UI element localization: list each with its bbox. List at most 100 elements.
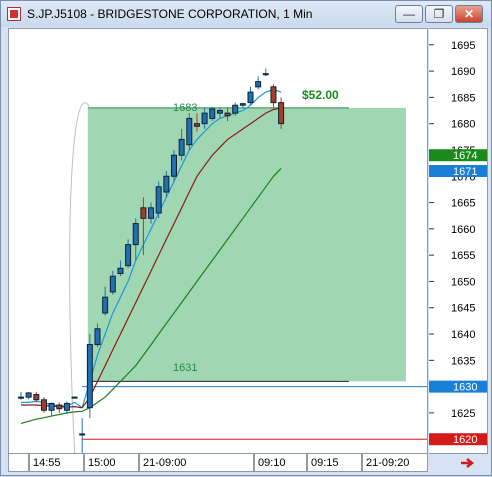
candle-body <box>86 344 93 409</box>
candle <box>270 84 277 108</box>
time-tick-label: 09:10 <box>258 457 286 469</box>
price-marker: 1674 <box>429 149 487 162</box>
stop-price-label: 1631 <box>173 362 197 374</box>
candle <box>171 149 177 182</box>
candle-body <box>201 112 208 125</box>
candle <box>163 171 170 198</box>
candle <box>125 239 132 269</box>
candle-body <box>178 138 185 156</box>
time-tick-label: 21-09:00 <box>143 457 186 469</box>
candle <box>33 391 40 403</box>
price-tick-label: 1640 <box>451 329 475 341</box>
price-marker: 1630 <box>429 380 487 394</box>
candle <box>278 97 285 129</box>
time-tick-label: 14:55 <box>33 457 61 469</box>
candle <box>102 286 109 316</box>
candle <box>232 102 239 116</box>
candle <box>71 396 78 399</box>
candle <box>224 107 231 122</box>
candle <box>40 397 47 413</box>
price-tick-label: 1625 <box>451 408 475 420</box>
candle-body <box>109 275 116 293</box>
candle <box>255 76 262 90</box>
price-marker: 1671 <box>429 165 487 178</box>
candle-body <box>48 402 55 411</box>
title-bar[interactable]: S.JP.J5108 - BRIDGESTONE CORPORATION, 1 … <box>1 1 491 27</box>
candle <box>86 334 93 419</box>
candle <box>132 218 139 261</box>
candle-body <box>155 186 162 214</box>
maximize-button[interactable]: ❐ <box>425 5 453 23</box>
candle-body <box>239 103 246 106</box>
time-tick-label: 15:00 <box>88 457 116 469</box>
time-tick-label: 09:15 <box>311 457 339 469</box>
price-marker-label: 1674 <box>453 150 477 162</box>
candlestick-chart[interactable]: $52.00 1683 1631 <box>9 29 428 454</box>
candle <box>63 401 70 414</box>
price-marker-label: 1630 <box>453 382 477 394</box>
candle <box>262 68 269 77</box>
candle <box>56 402 63 413</box>
candle-body <box>132 223 139 246</box>
candle <box>109 270 116 295</box>
window-title: S.JP.J5108 - BRIDGESTONE CORPORATION, 1 … <box>27 7 313 21</box>
candle-body <box>148 207 155 219</box>
candle-body <box>247 91 254 104</box>
candle <box>48 402 55 416</box>
ema-slow-line <box>20 167 282 424</box>
app-icon <box>7 7 21 21</box>
candle-body <box>186 117 193 146</box>
candle <box>186 113 193 150</box>
price-tick-label: 1680 <box>451 119 475 131</box>
price-marker-box <box>429 433 487 446</box>
price-tick-label: 1635 <box>451 355 475 367</box>
price-tick-label: 1685 <box>451 92 475 104</box>
candle-body <box>79 433 86 436</box>
candle <box>178 128 185 161</box>
candle-body <box>117 267 124 275</box>
candle-body <box>262 73 269 76</box>
candle-body <box>71 396 78 399</box>
candle <box>193 113 200 132</box>
candle-body <box>171 154 177 177</box>
candle-body <box>232 104 239 114</box>
candle <box>148 202 155 224</box>
candle <box>140 197 147 256</box>
price-axis[interactable]: 1695169016851680167516701665166016551650… <box>429 28 488 454</box>
axis-corner <box>429 454 488 472</box>
candle <box>239 102 246 108</box>
candle-body <box>193 123 200 127</box>
candle <box>18 391 24 400</box>
price-marker: 1620 <box>429 433 487 446</box>
candle-body <box>33 394 40 401</box>
candle-body <box>270 86 277 104</box>
candle-body <box>209 108 216 119</box>
candle <box>94 323 101 348</box>
candle-body <box>255 81 262 88</box>
session-curve <box>69 102 91 453</box>
candle-body <box>278 102 285 125</box>
minimize-button[interactable]: — <box>395 5 423 23</box>
time-axis[interactable]: 14:55 15:00 21-09:00 09:10 09:15 21-09:20 <box>8 454 428 472</box>
candle-body <box>125 244 132 267</box>
candle-body <box>216 110 223 114</box>
candle-body <box>18 396 24 399</box>
candle-body <box>25 392 32 398</box>
candle <box>209 106 216 122</box>
candle <box>25 391 32 400</box>
price-tick-label: 1655 <box>451 250 475 262</box>
price-tick-label: 1695 <box>451 40 475 52</box>
price-tick-label: 1665 <box>451 198 475 210</box>
profit-label: $52.00 <box>302 88 339 102</box>
price-tick-label: 1690 <box>451 66 475 78</box>
price-marker-label: 1671 <box>453 166 477 178</box>
close-button[interactable]: ✕ <box>455 5 483 23</box>
candle-body <box>94 328 101 346</box>
scroll-right-icon[interactable] <box>429 454 488 472</box>
time-axis-scale: 14:55 15:00 21-09:00 09:10 09:15 21-09:20 <box>28 454 409 471</box>
chart-plot-area[interactable]: $52.00 1683 1631 <box>8 28 428 454</box>
price-tick-label: 1650 <box>451 276 475 288</box>
candle-body <box>56 404 63 410</box>
price-marker-box <box>429 380 487 393</box>
candle-body <box>102 296 109 314</box>
